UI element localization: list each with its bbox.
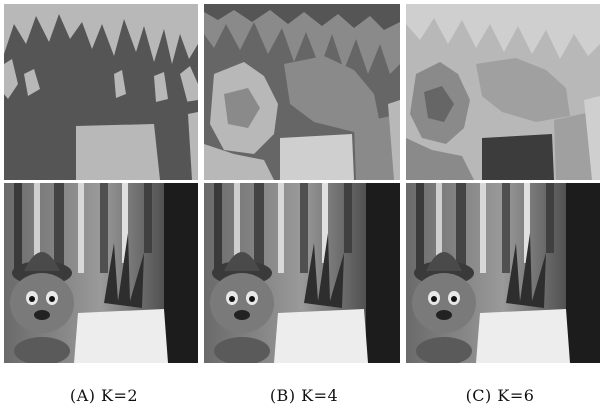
grayscale-photo-a — [4, 183, 198, 363]
segmentation-map-k4 — [204, 4, 400, 180]
segmentation-map-k2 — [4, 4, 198, 180]
segmentation-map-k6 — [406, 4, 600, 180]
caption-a: (A) K=2 — [69, 386, 139, 405]
caption-b: (B) K=4 — [269, 386, 339, 405]
caption-c: (C) K=6 — [465, 386, 535, 405]
grayscale-photo-c — [406, 183, 600, 363]
grayscale-photo-b — [204, 183, 400, 363]
